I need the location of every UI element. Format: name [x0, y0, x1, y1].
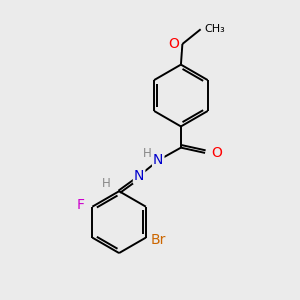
Text: H: H: [143, 147, 152, 160]
Text: CH₃: CH₃: [204, 24, 225, 34]
Text: N: N: [153, 153, 164, 167]
Text: O: O: [169, 37, 180, 51]
Text: F: F: [77, 198, 85, 212]
Text: N: N: [134, 169, 144, 183]
Text: H: H: [102, 177, 110, 190]
Text: Br: Br: [151, 233, 166, 247]
Text: O: O: [211, 146, 222, 160]
